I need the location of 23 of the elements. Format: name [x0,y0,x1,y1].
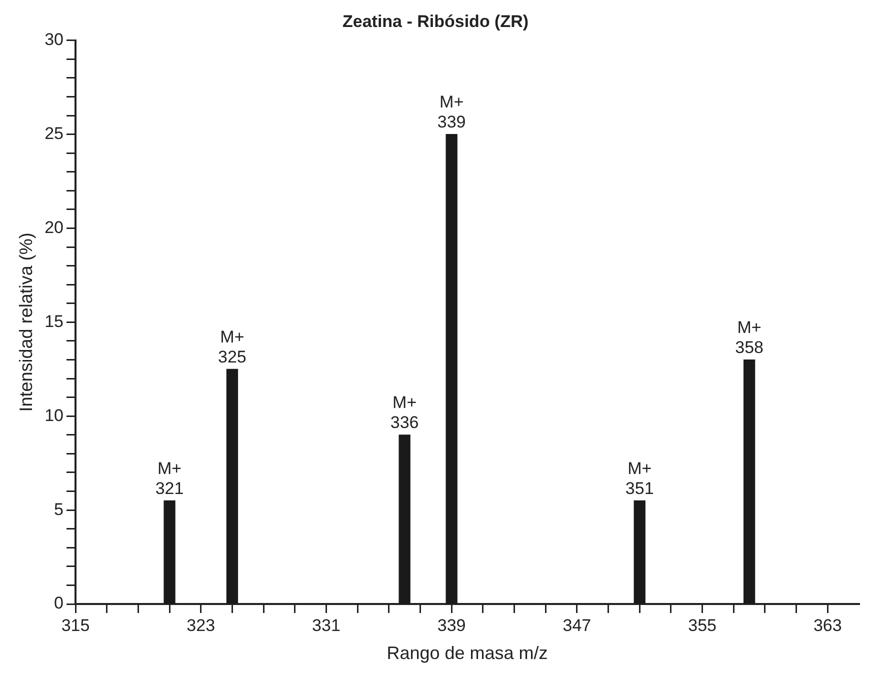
data-label: M+ 339 [437,92,466,132]
x-tick-label: 315 [61,616,90,635]
data-label: M+ 358 [735,318,764,357]
x-tick-label: 347 [562,616,592,635]
y-axis-title: Intensidad relativa (%) [16,232,36,412]
x-tick-label: 323 [186,616,216,635]
y-tick-label: 10 [44,406,64,425]
data-label: M+ 351 [625,458,654,498]
chart-title: Zeatina - Ribósido (ZR) [342,12,529,31]
y-tick-label: 30 [44,30,64,50]
data-label: M+ 321 [155,458,184,498]
x-tick-label: 355 [688,616,716,635]
x-tick-label: 331 [312,616,340,635]
x-tick-label: 363 [813,616,842,635]
y-tick-label: 20 [44,218,64,237]
data-label: M+ 336 [390,393,419,432]
data-label: M+ 325 [218,327,246,366]
y-tick-label: 25 [44,124,64,144]
y-tick-label: 15 [44,312,64,331]
y-tick-label: 5 [54,500,64,519]
y-tick-label: 0 [54,594,64,613]
x-tick-label: 339 [437,616,466,635]
x-axis-title: Rango de masa m/z [386,643,548,664]
